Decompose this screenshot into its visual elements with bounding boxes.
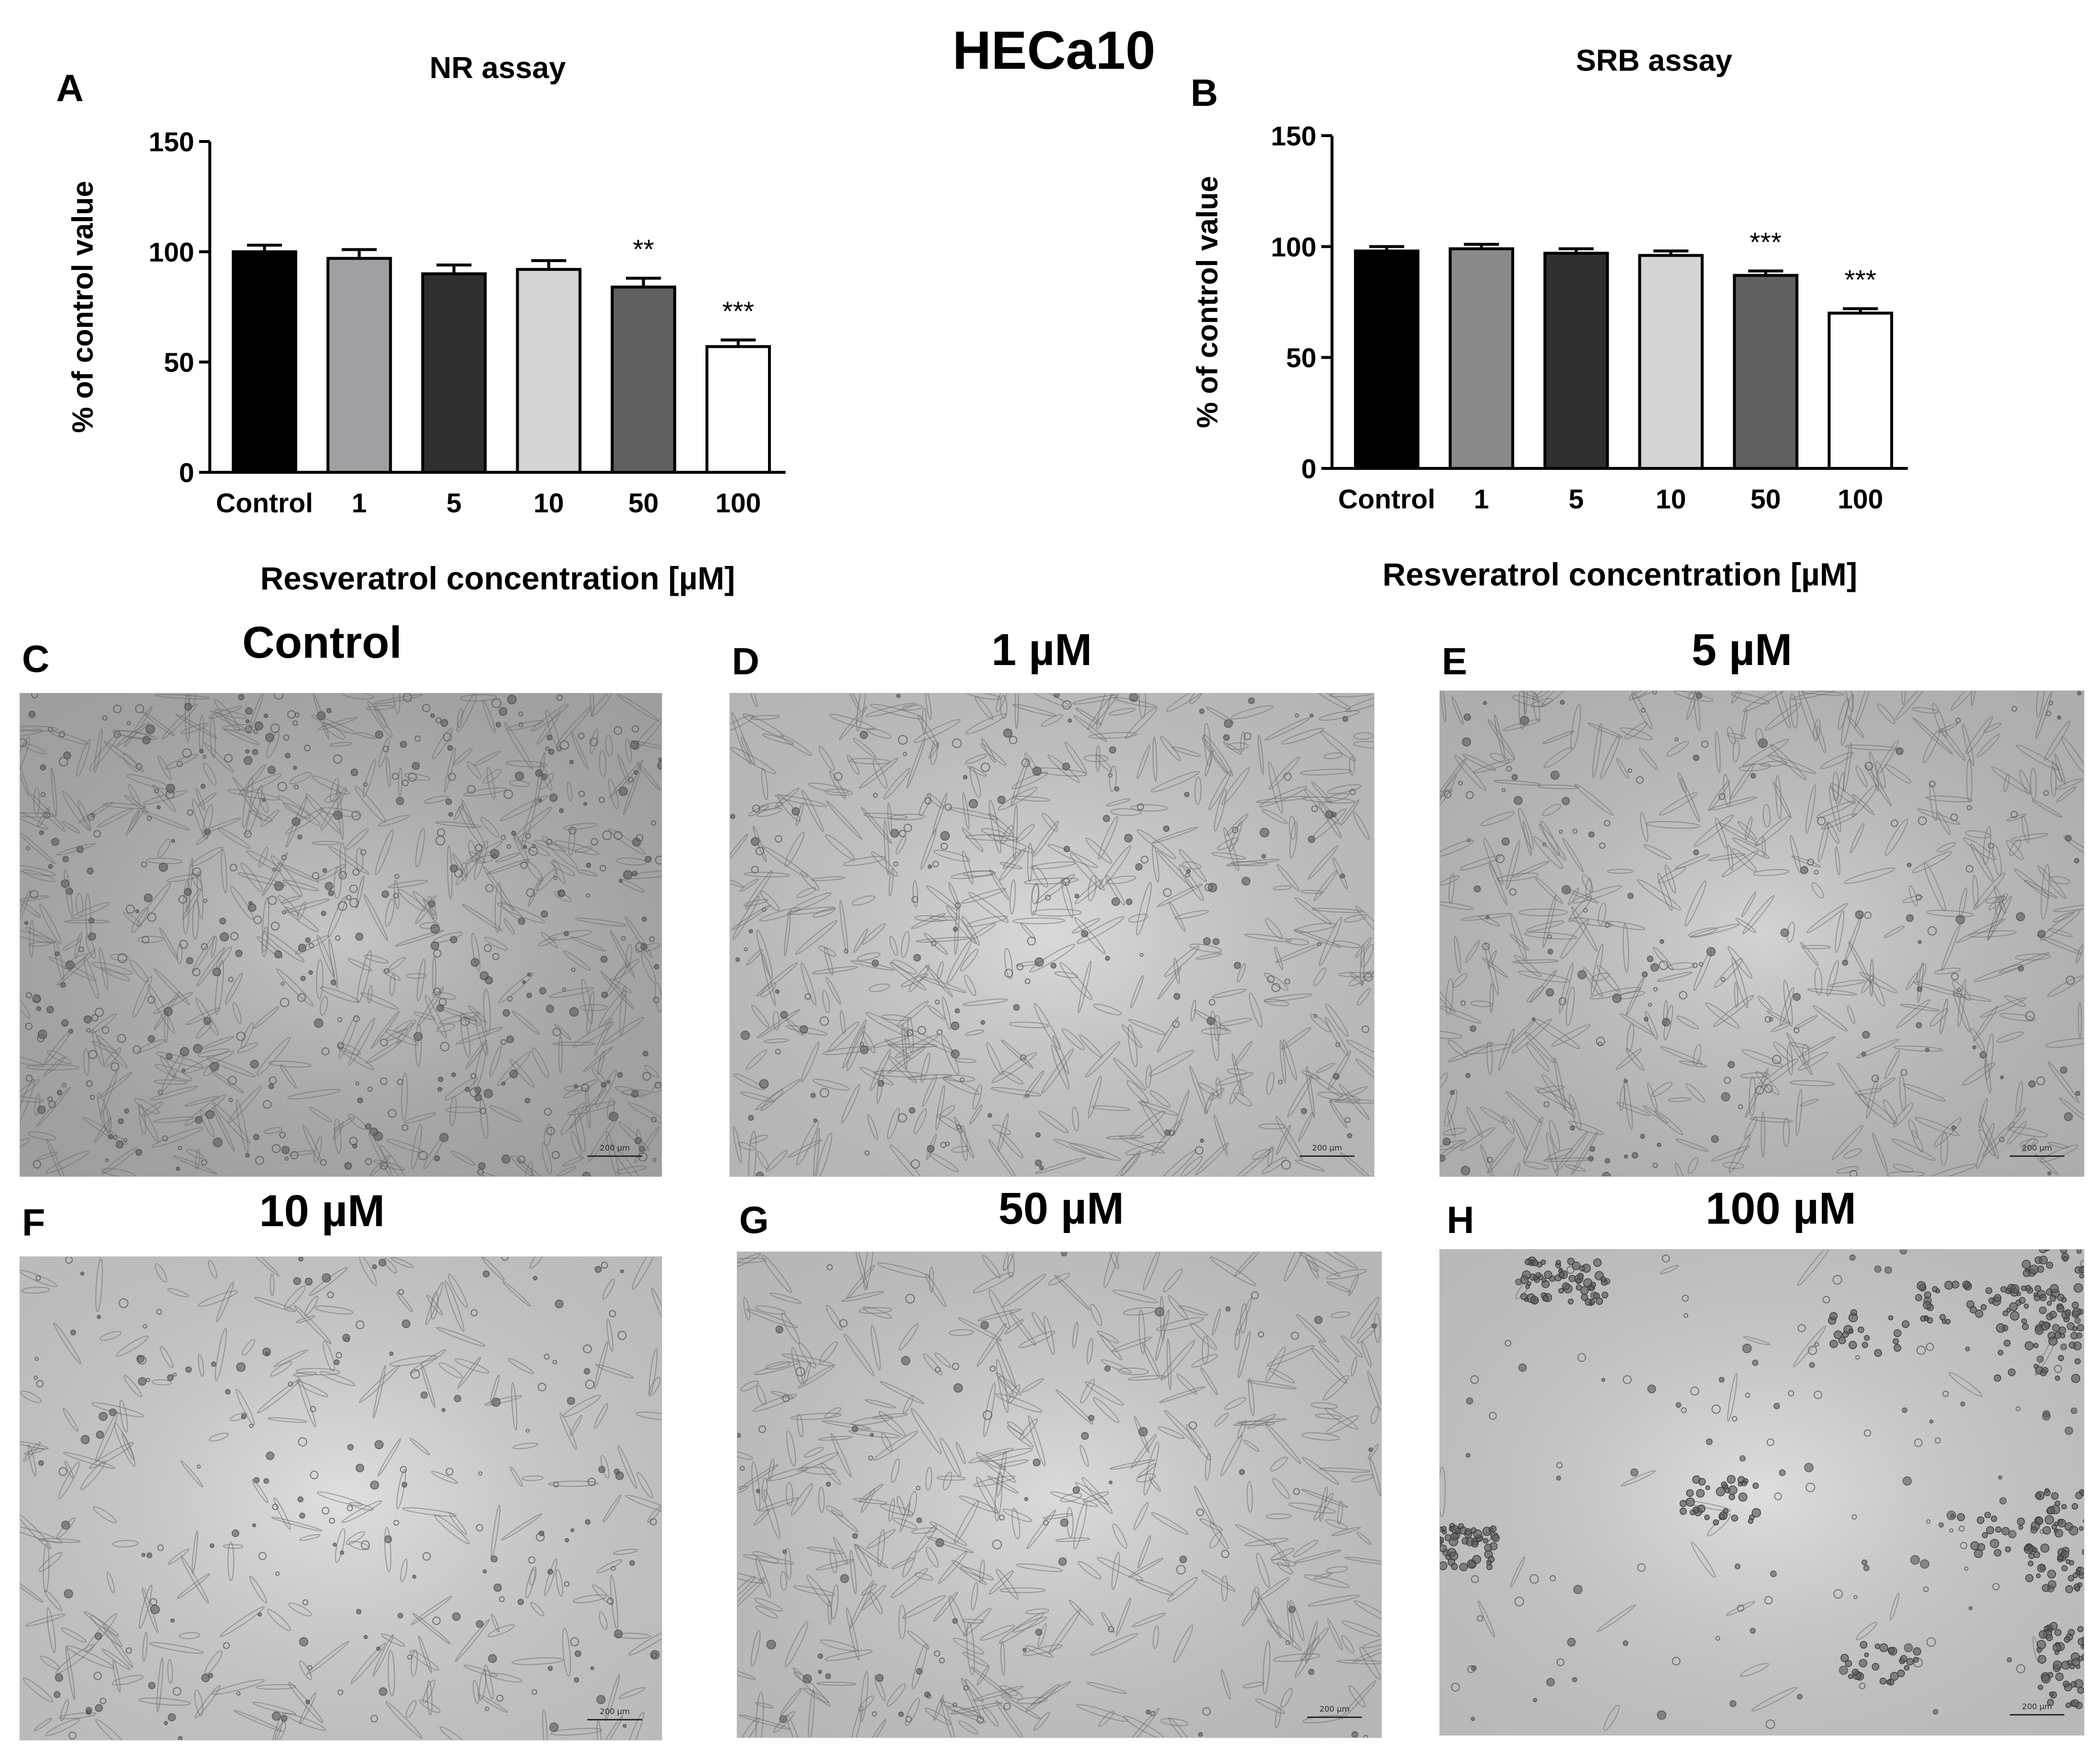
micrograph-title-5-um: 5 µM [1691,625,1793,675]
bar-control [1354,249,1420,470]
y-axis-label: % of control value [66,181,99,433]
micrograph-title-10-um: 10 µM [259,1186,385,1236]
x-tick-label: 10 [533,487,564,518]
cell-texture [20,1257,662,1740]
cell-texture [20,693,662,1176]
bar-5 [1543,251,1609,470]
scale-bar-label: 200 µm [600,1707,630,1716]
cell-texture [730,693,1374,1176]
significance-label: *** [1844,264,1876,295]
micrograph-control: 200 µm [20,693,662,1177]
significance-label: ** [633,234,654,264]
bar-1 [326,257,392,474]
bar-1 [1449,247,1514,470]
y-tick-label: 0 [1301,453,1316,484]
scale-bar-label: 200 µm [1319,1704,1350,1714]
chart-title: NR assay [429,51,566,85]
micrograph-title-50-um: 50 µM [998,1184,1124,1233]
y-tick-label: 150 [149,126,194,157]
bar-50 [1733,274,1798,470]
scale-bar-label: 200 µm [2022,1702,2052,1711]
cell-texture [737,1252,1381,1737]
bar-control [232,250,298,474]
scale-bar-label: 200 µm [1312,1143,1342,1152]
panel-letter-a: A [56,66,84,109]
y-tick-label: 50 [1286,343,1316,373]
scale-bar-line [2010,1714,2064,1716]
scale-bar: 200 µm [1307,1704,1362,1718]
x-axis-label: Resveratrol concentration [µM] [260,560,735,596]
scale-bar-line [587,1155,642,1157]
x-tick-label: 100 [1838,484,1883,514]
micrograph-title-control: Control [242,618,402,667]
bar-10 [1638,254,1704,470]
y-axis-label: % of control value [1191,176,1224,428]
panel-letter-d: D [732,640,760,683]
significance-label: *** [722,296,754,326]
micrograph-5-um: 200 µm [1439,690,2084,1177]
scale-bar: 200 µm [587,1143,642,1157]
chart-title: SRB assay [1576,44,1733,78]
scale-bar: 200 µm [2010,1702,2064,1716]
scale-bar: 200 µm [1300,1143,1354,1157]
bar-5 [421,272,487,474]
scale-bar-label: 200 µm [600,1143,630,1152]
x-tick-label: 1 [1474,484,1489,514]
panel-letter-f: F [22,1201,45,1244]
bar-10 [516,268,582,474]
figure-title: HECa10 [952,20,1155,81]
panel-letter-e: E [1442,640,1468,683]
bar-100 [705,345,771,474]
micrograph-10-um: 200 µm [20,1256,662,1740]
bar-100 [1827,311,1893,470]
panel-letter-b: B [1191,71,1218,114]
significance-label: *** [1750,226,1781,257]
micrograph-100-um: 200 µm [1439,1249,2084,1736]
micrograph-title-100-um: 100 µM [1705,1184,1857,1233]
x-axis-label: Resveratrol concentration [µM] [1382,556,1857,592]
micrograph-title-1-um: 1 µM [991,625,1092,675]
x-tick-label: Control [1338,484,1435,514]
cell-texture [1440,691,2084,1176]
scale-bar-label: 200 µm [2022,1143,2052,1152]
bar-50 [610,285,676,474]
x-tick-label: Control [216,487,313,518]
scale-bar-line [1300,1155,1354,1157]
panel-letter-h: H [1447,1198,1474,1241]
micrograph-50-um: 200 µm [737,1252,1382,1738]
x-tick-label: 50 [1751,484,1781,514]
y-tick-label: 100 [149,237,194,267]
x-tick-label: 50 [628,487,659,518]
scale-bar: 200 µm [587,1707,642,1720]
panel-letter-c: C [22,637,50,680]
cell-texture [1440,1250,2084,1735]
x-tick-label: 100 [715,487,761,518]
x-tick-label: 1 [352,487,367,518]
scale-bar-line [587,1719,642,1720]
scale-bar-line [2010,1155,2064,1157]
y-tick-label: 0 [179,457,194,488]
y-tick-label: 100 [1271,231,1316,262]
micrograph-1-um: 200 µm [729,693,1374,1177]
y-tick-label: 50 [164,347,194,378]
x-tick-label: 5 [1569,484,1584,514]
scale-bar: 200 µm [2010,1143,2064,1157]
scale-bar-line [1307,1717,1362,1718]
x-tick-label: 5 [446,487,462,518]
y-tick-label: 150 [1271,121,1316,151]
x-tick-label: 10 [1656,484,1686,514]
panel-letter-g: G [739,1198,769,1241]
